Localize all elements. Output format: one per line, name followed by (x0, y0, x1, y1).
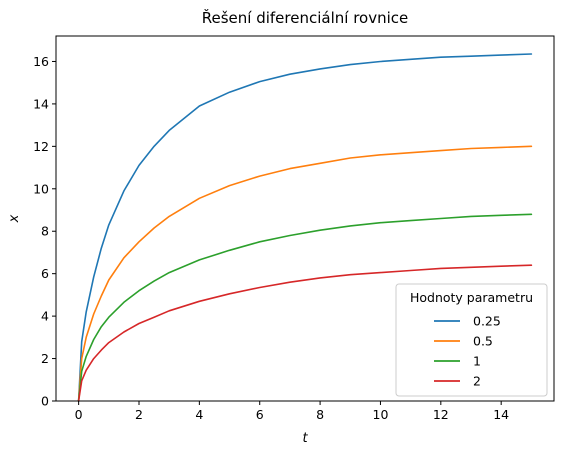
x-tick-label: 6 (256, 407, 264, 422)
legend-label-0.5: 0.5 (473, 334, 493, 349)
legend-title: Hodnoty parametru (410, 290, 533, 305)
legend-items: 0.25 0.5 1 2 (434, 314, 501, 389)
y-tick-label: 14 (33, 96, 49, 111)
x-tick-label: 10 (373, 407, 389, 422)
x-tick-label: 0 (75, 407, 83, 422)
legend-box (395, 283, 548, 397)
series-line-0.25 (77, 53, 533, 402)
legend: Hodnoty parametru 0.25 0.5 1 2 (395, 283, 548, 397)
x-axis: 0 2 4 6 8 10 12 14 (75, 401, 509, 422)
plot-frame (55, 35, 555, 402)
y-tick-label: 16 (33, 54, 49, 69)
series-line-1 (77, 213, 533, 402)
y-tick-label: 10 (33, 181, 49, 196)
y-tick-label: 12 (33, 139, 49, 154)
y-axis-title: x (7, 214, 22, 223)
legend-label-1: 1 (473, 354, 481, 369)
plot-area (77, 53, 533, 402)
legend-label-0.25: 0.25 (473, 314, 501, 329)
series-line-2 (77, 264, 533, 402)
x-tick-label: 12 (433, 407, 449, 422)
legend-label-2: 2 (473, 374, 481, 389)
y-tick-label: 4 (41, 309, 49, 324)
x-tick-label: 2 (135, 407, 143, 422)
y-tick-label: 0 (41, 394, 49, 409)
x-tick-label: 8 (316, 407, 324, 422)
x-tick-label: 4 (195, 407, 203, 422)
chart-title: Řešení diferenciální rovnice (202, 8, 409, 27)
y-axis: 0 2 4 6 8 10 12 14 16 (33, 54, 56, 409)
series-line-0.5 (77, 145, 533, 402)
x-tick-label: 14 (493, 407, 509, 422)
y-tick-label: 8 (41, 224, 49, 239)
y-tick-label: 2 (41, 351, 49, 366)
x-axis-title: t (302, 431, 308, 446)
y-tick-label: 6 (41, 266, 49, 281)
